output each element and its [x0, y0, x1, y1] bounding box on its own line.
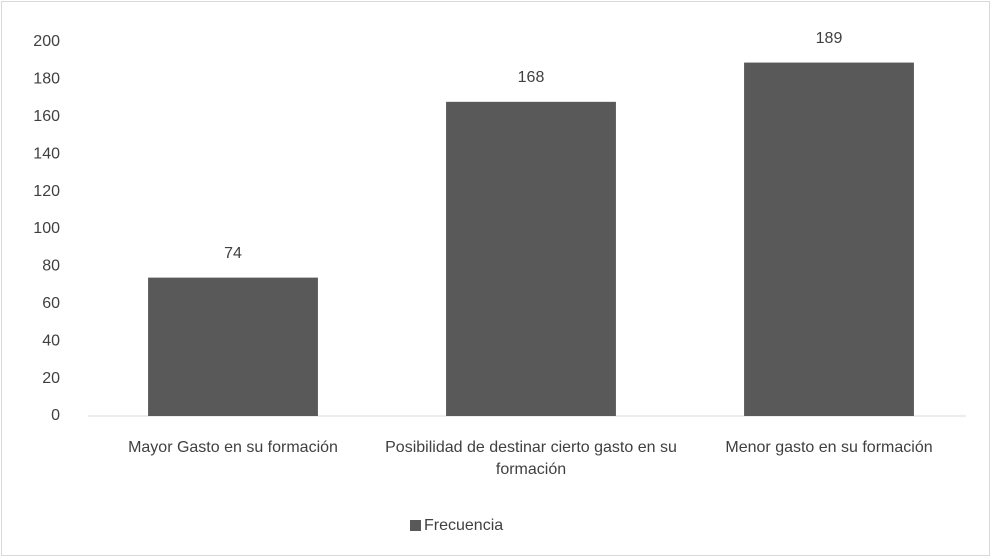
bar [148, 277, 318, 416]
legend-swatch [410, 520, 421, 531]
y-tick-label: 180 [33, 71, 60, 88]
y-tick-label: 140 [33, 145, 60, 162]
x-tick-label: Mayor Gasto en su formación [128, 439, 338, 456]
y-tick-label: 40 [42, 332, 60, 349]
y-tick-label: 100 [33, 220, 60, 237]
y-tick-label: 120 [33, 183, 60, 200]
y-tick-label: 60 [42, 295, 60, 312]
x-tick-label: Posibilidad de destinar cierto gasto en … [385, 439, 677, 478]
legend-label: Frecuencia [424, 517, 503, 534]
y-tick-label: 200 [33, 33, 60, 50]
x-tick-label: Menor gasto en su formación [725, 439, 932, 456]
data-label: 74 [224, 245, 242, 262]
y-tick-label: 80 [42, 258, 60, 275]
bar [744, 62, 914, 416]
y-tick-label: 20 [42, 370, 60, 387]
data-label: 189 [816, 30, 843, 47]
y-tick-label: 0 [51, 407, 60, 424]
data-label: 168 [518, 69, 545, 86]
bar [446, 101, 616, 416]
y-tick-label: 160 [33, 108, 60, 125]
